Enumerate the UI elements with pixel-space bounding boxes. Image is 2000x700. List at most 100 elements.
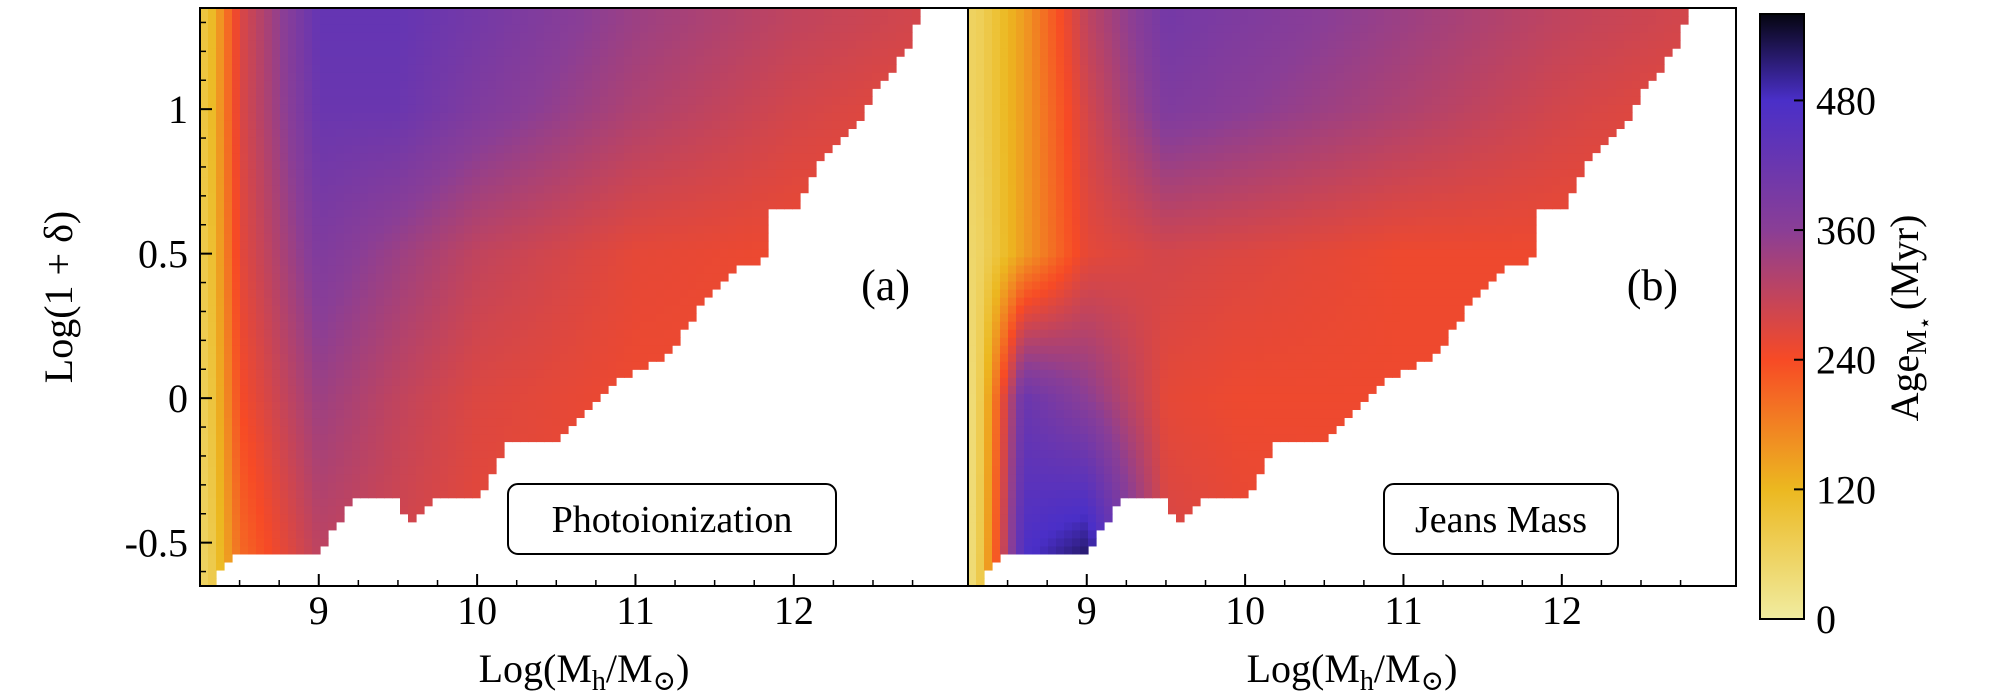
heatmap-cell [296, 280, 305, 290]
heatmap-cell [384, 16, 393, 25]
heatmap-cell [760, 216, 769, 226]
heatmap-cell [600, 272, 609, 282]
heatmap-cell [992, 64, 1001, 73]
heatmap-cell [1016, 353, 1025, 362]
heatmap-cell [408, 32, 417, 41]
heatmap-cell [616, 256, 625, 266]
heatmap-cell [664, 128, 673, 138]
heatmap-cell [392, 385, 401, 394]
heatmap-cell [592, 329, 601, 338]
heatmap-cell [288, 264, 297, 274]
heatmap-cell [296, 104, 305, 113]
heatmap-cell [408, 401, 417, 410]
heatmap-cell [760, 104, 769, 113]
heatmap-cell [616, 200, 625, 210]
heatmap-cell [792, 104, 801, 113]
heatmap-cell [984, 345, 993, 354]
heatmap-cell [976, 216, 985, 226]
heatmap-cell [416, 16, 425, 25]
heatmap-cell [744, 40, 753, 49]
heatmap-cell [392, 264, 401, 274]
heatmap-cell [976, 321, 985, 330]
heatmap-cell [672, 16, 681, 25]
heatmap-cell [400, 393, 409, 402]
heatmap-cell [248, 136, 257, 146]
heatmap-cell [432, 401, 441, 410]
heatmap-cell [400, 96, 409, 105]
heatmap-cell [488, 425, 497, 435]
heatmap-cell [424, 56, 433, 65]
heatmap-cell [352, 168, 361, 178]
heatmap-cell [472, 329, 481, 338]
heatmap-cell [736, 216, 745, 226]
heatmap-cell [1048, 321, 1057, 330]
heatmap-cell [640, 176, 649, 186]
heatmap-cell [624, 104, 633, 113]
heatmap-cell [256, 224, 265, 234]
heatmap-cell [1048, 337, 1057, 346]
heatmap-cell [712, 112, 721, 121]
heatmap-cell [448, 361, 457, 370]
heatmap-cell [400, 361, 409, 370]
heatmap-cell [592, 345, 601, 354]
heatmap-cell [200, 56, 209, 65]
heatmap-cell [480, 176, 489, 186]
heatmap-cell [968, 513, 977, 523]
heatmap-cell [1016, 537, 1025, 547]
heatmap-cell [528, 240, 537, 250]
heatmap-cell [640, 288, 649, 298]
heatmap-cell [440, 489, 449, 499]
heatmap-cell [600, 32, 609, 41]
heatmap-cell [776, 40, 785, 49]
heatmap-cell [408, 425, 417, 435]
heatmap-cell [272, 321, 281, 330]
heatmap-cell [416, 120, 425, 130]
heatmap-cell [776, 200, 785, 210]
heatmap-cell [576, 96, 585, 105]
heatmap-cell [856, 16, 865, 25]
heatmap-cell [984, 72, 993, 81]
panel-a-ticks: 9 10 11 12-0.500.51 [125, 21, 914, 633]
heatmap-cell [688, 264, 697, 274]
heatmap-cell [344, 64, 353, 73]
heatmap-cell [576, 216, 585, 226]
heatmap-cell [992, 96, 1001, 105]
heatmap-cell [472, 425, 481, 435]
heatmap-cell [688, 256, 697, 266]
heatmap-cell [504, 216, 513, 226]
heatmap-cell [312, 377, 321, 386]
heatmap-cell [304, 537, 313, 547]
heatmap-cell [488, 248, 497, 258]
heatmap-cell [368, 88, 377, 97]
heatmap-cell [480, 345, 489, 354]
heatmap-cell [200, 144, 209, 154]
heatmap-cell [448, 16, 457, 25]
heatmap-cell [672, 264, 681, 274]
heatmap-cell [264, 449, 273, 459]
heatmap-cell [544, 184, 553, 194]
heatmap-cell [224, 401, 233, 410]
heatmap-cell [520, 216, 529, 226]
heatmap-cell [584, 24, 593, 33]
heatmap-cell [456, 144, 465, 154]
heatmap-cell [224, 128, 233, 138]
heatmap-cell [976, 577, 985, 587]
heatmap-cell [216, 297, 225, 306]
heatmap-cell [352, 184, 361, 194]
heatmap-cell [784, 80, 793, 89]
heatmap-cell [424, 441, 433, 451]
heatmap-cell [448, 385, 457, 394]
heatmap-cell [248, 288, 257, 298]
heatmap-cell [760, 144, 769, 154]
heatmap-cell [424, 184, 433, 194]
heatmap-cell [824, 88, 833, 97]
heatmap-cell [368, 313, 377, 322]
heatmap-cell [400, 216, 409, 226]
heatmap-cell [776, 48, 785, 57]
heatmap-cell [200, 168, 209, 178]
heatmap-cell [240, 385, 249, 394]
heatmap-cell [984, 160, 993, 170]
heatmap-cell [240, 329, 249, 338]
heatmap-cell [688, 72, 697, 81]
heatmap-cell [304, 457, 313, 467]
